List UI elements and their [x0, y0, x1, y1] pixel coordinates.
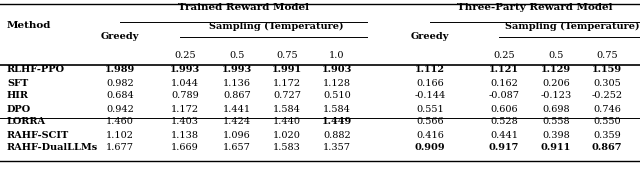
Text: 1.112: 1.112 — [415, 65, 445, 75]
Text: 0.5: 0.5 — [548, 51, 564, 61]
Text: 0.305: 0.305 — [593, 78, 621, 88]
Text: 0.982: 0.982 — [106, 78, 134, 88]
Text: 1.424: 1.424 — [223, 117, 251, 127]
Text: 0.398: 0.398 — [542, 130, 570, 140]
Text: Three-Party Reward Model: Three-Party Reward Model — [457, 3, 612, 12]
Text: 0.75: 0.75 — [276, 51, 298, 61]
Text: 1.991: 1.991 — [272, 65, 302, 75]
Text: 1.903: 1.903 — [322, 65, 352, 75]
Text: 1.460: 1.460 — [106, 117, 134, 127]
Text: 1.993: 1.993 — [170, 65, 200, 75]
Text: 0.528: 0.528 — [490, 117, 518, 127]
Text: 1.129: 1.129 — [541, 65, 571, 75]
Text: 1.989: 1.989 — [105, 65, 135, 75]
Text: -0.087: -0.087 — [488, 91, 520, 101]
Text: 1.657: 1.657 — [223, 143, 251, 153]
Text: 1.0: 1.0 — [329, 51, 345, 61]
Text: 0.698: 0.698 — [542, 104, 570, 114]
Text: Sampling (Temperature): Sampling (Temperature) — [209, 21, 343, 31]
Text: 1.138: 1.138 — [171, 130, 199, 140]
Text: 1.121: 1.121 — [489, 65, 519, 75]
Text: 1.044: 1.044 — [171, 78, 199, 88]
Text: 1.159: 1.159 — [592, 65, 622, 75]
Text: 0.25: 0.25 — [493, 51, 515, 61]
Text: 0.867: 0.867 — [592, 143, 622, 153]
Text: 0.746: 0.746 — [593, 104, 621, 114]
Text: 1.102: 1.102 — [106, 130, 134, 140]
Text: 1.096: 1.096 — [223, 130, 251, 140]
Text: 0.25: 0.25 — [174, 51, 196, 61]
Text: 0.359: 0.359 — [593, 130, 621, 140]
Text: 1.357: 1.357 — [323, 143, 351, 153]
Text: 0.75: 0.75 — [596, 51, 618, 61]
Text: 0.684: 0.684 — [106, 91, 134, 101]
Text: 1.449: 1.449 — [322, 117, 352, 127]
Text: 0.867: 0.867 — [223, 91, 251, 101]
Text: SFT: SFT — [7, 78, 28, 88]
Text: Trained Reward Model: Trained Reward Model — [178, 3, 309, 12]
Text: 1.677: 1.677 — [106, 143, 134, 153]
Text: 0.942: 0.942 — [106, 104, 134, 114]
Text: 1.441: 1.441 — [223, 104, 251, 114]
Text: Sampling (Temperature): Sampling (Temperature) — [505, 21, 639, 31]
Text: 1.584: 1.584 — [323, 104, 351, 114]
Text: DPO: DPO — [7, 104, 31, 114]
Text: LORRA: LORRA — [7, 117, 46, 127]
Text: 0.510: 0.510 — [323, 91, 351, 101]
Text: 0.441: 0.441 — [490, 130, 518, 140]
Text: 0.166: 0.166 — [416, 78, 444, 88]
Text: RLHF-PPO: RLHF-PPO — [7, 65, 65, 75]
Text: 0.882: 0.882 — [323, 130, 351, 140]
Text: 0.566: 0.566 — [416, 117, 444, 127]
Text: 0.5: 0.5 — [229, 51, 244, 61]
Text: 0.551: 0.551 — [416, 104, 444, 114]
Text: 0.911: 0.911 — [541, 143, 571, 153]
Text: 1.584: 1.584 — [273, 104, 301, 114]
Text: 0.550: 0.550 — [593, 117, 621, 127]
Text: Method: Method — [7, 22, 51, 30]
Text: 0.606: 0.606 — [490, 104, 518, 114]
Text: 0.727: 0.727 — [273, 91, 301, 101]
Text: Greedy: Greedy — [101, 32, 139, 41]
Text: 0.416: 0.416 — [416, 130, 444, 140]
Text: 1.172: 1.172 — [273, 78, 301, 88]
Text: -0.144: -0.144 — [414, 91, 445, 101]
Text: 1.993: 1.993 — [222, 65, 252, 75]
Text: 1.583: 1.583 — [273, 143, 301, 153]
Text: 1.669: 1.669 — [171, 143, 199, 153]
Text: 1.403: 1.403 — [171, 117, 199, 127]
Text: -0.252: -0.252 — [591, 91, 623, 101]
Text: 1.440: 1.440 — [273, 117, 301, 127]
Text: 0.162: 0.162 — [490, 78, 518, 88]
Text: 0.789: 0.789 — [171, 91, 199, 101]
Text: 1.172: 1.172 — [171, 104, 199, 114]
Text: 0.558: 0.558 — [542, 117, 570, 127]
Text: 1.128: 1.128 — [323, 78, 351, 88]
Text: 1.136: 1.136 — [223, 78, 251, 88]
Text: 0.909: 0.909 — [415, 143, 445, 153]
Text: 0.917: 0.917 — [489, 143, 519, 153]
Text: 0.206: 0.206 — [542, 78, 570, 88]
Text: RAHF-SCIT: RAHF-SCIT — [7, 130, 69, 140]
Text: 1.020: 1.020 — [273, 130, 301, 140]
Text: RAHF-DualLLMs: RAHF-DualLLMs — [7, 143, 99, 153]
Text: HIR: HIR — [7, 91, 29, 101]
Text: -0.123: -0.123 — [540, 91, 572, 101]
Text: Greedy: Greedy — [411, 32, 449, 41]
